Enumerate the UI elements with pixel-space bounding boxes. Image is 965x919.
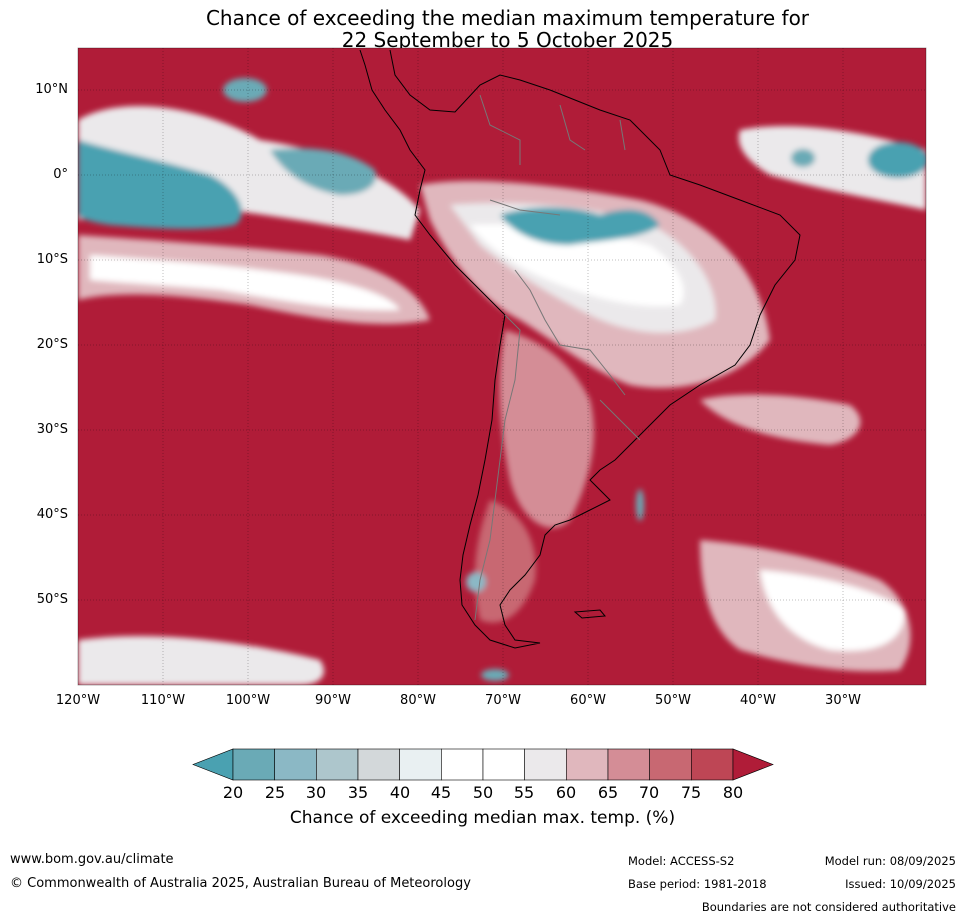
colorbar-tick-75: 75 xyxy=(680,783,702,802)
footer-model-run: Model run: 08/09/2025 xyxy=(824,854,956,868)
colorbar-segment xyxy=(482,748,525,781)
colorbar-tick-50: 50 xyxy=(472,783,494,802)
lon-label-100w: 100°W xyxy=(225,693,271,708)
colorbar-segment xyxy=(316,748,359,781)
map-cool-zone-atlantic-north xyxy=(791,149,815,167)
lat-label-10s: 10°S xyxy=(36,252,68,267)
colorbar-segment xyxy=(441,748,484,781)
colorbar-segment xyxy=(649,748,692,781)
colorbar-tick-35: 35 xyxy=(347,783,369,802)
lat-label-0: 0° xyxy=(53,167,68,182)
south-america-coastline xyxy=(359,49,801,649)
lat-label-20s: 20°S xyxy=(36,337,68,352)
map-cool-zone-amazon xyxy=(500,207,660,245)
colorbar-tick-65: 65 xyxy=(597,783,619,802)
map-neutral-zone-pacific-far-south xyxy=(78,636,324,685)
lon-label-60w: 60°W xyxy=(570,693,606,708)
colorbar-extension-low xyxy=(192,748,234,781)
colorbar-tick-20: 20 xyxy=(222,783,244,802)
colorbar-label: Chance of exceeding median max. temp. (%… xyxy=(289,808,676,828)
map-neutral-zone-andes xyxy=(499,330,594,528)
colorbar-segment xyxy=(357,748,400,781)
map-neutral-zone-patagonia xyxy=(474,500,536,623)
colorbar xyxy=(192,748,774,781)
map-cool-zone-pacific-west xyxy=(78,140,242,229)
falklands-outline xyxy=(573,609,606,619)
map-cool-zone-drake-passage xyxy=(481,669,509,681)
map-cool-zone-patagonia xyxy=(466,572,486,592)
lat-label-10n: 10°N xyxy=(35,82,68,97)
lon-label-80w: 80°W xyxy=(400,693,436,708)
footer-model: Model: ACCESS-S2 xyxy=(628,854,735,868)
lon-label-50w: 50°W xyxy=(655,693,691,708)
map-title-line2: 22 September to 5 October 2025 xyxy=(341,28,674,52)
colorbar-segment xyxy=(607,748,650,781)
footer-website-link[interactable]: www.bom.gov.au/climate xyxy=(10,852,174,867)
colorbar-segment xyxy=(524,748,567,781)
colorbar-segment xyxy=(691,748,734,781)
colorbar-segment xyxy=(232,748,275,781)
footer-base-period: Base period: 1981-2018 xyxy=(628,877,767,891)
colorbar-segment xyxy=(274,748,317,781)
colorbar-tick-60: 60 xyxy=(555,783,577,802)
footer-copyright: © Commonwealth of Australia 2025, Austra… xyxy=(10,876,471,891)
map-cool-zone-central-america xyxy=(223,78,267,102)
lon-label-120w: 120°W xyxy=(55,693,101,708)
graticule xyxy=(78,48,926,685)
colorbar-tick-40: 40 xyxy=(389,783,411,802)
map-cool-zone-falklands xyxy=(636,489,644,521)
footer-disclaimer: Boundaries are not considered authoritat… xyxy=(701,900,956,914)
map-frame xyxy=(77,47,927,686)
lon-label-110w: 110°W xyxy=(140,693,186,708)
lat-label-50s: 50°S xyxy=(36,592,68,607)
lon-label-90w: 90°W xyxy=(315,693,351,708)
colorbar-tick-30: 30 xyxy=(305,783,327,802)
footer-issued: Issued: 10/09/2025 xyxy=(845,877,956,891)
map-neutral-zone-pacific-south-core xyxy=(90,255,400,311)
map-neutral-zone-brazil-core xyxy=(470,224,684,307)
colorbar-tick-45: 45 xyxy=(430,783,452,802)
lon-label-70w: 70°W xyxy=(485,693,521,708)
colorbar-segment xyxy=(566,748,609,781)
colorbar-tick-55: 55 xyxy=(513,783,535,802)
map-title-line1: Chance of exceeding the median maximum t… xyxy=(205,6,810,30)
map-cool-zone-atlantic-northeast xyxy=(868,142,926,178)
country-borders xyxy=(474,94,641,621)
colorbar-tick-25: 25 xyxy=(264,783,286,802)
map-cool-zone-pacific-central xyxy=(270,148,376,195)
lat-label-30s: 30°S xyxy=(36,422,68,437)
colorbar-tick-80: 80 xyxy=(722,783,744,802)
lat-label-40s: 40°S xyxy=(36,507,68,522)
map-neutral-zone-atlantic-south-core xyxy=(760,570,905,651)
colorbar-extension-high xyxy=(732,748,774,781)
colorbar-tick-70: 70 xyxy=(638,783,660,802)
lon-label-30w: 30°W xyxy=(825,693,861,708)
lon-label-40w: 40°W xyxy=(740,693,776,708)
colorbar-segment xyxy=(399,748,442,781)
map-neutral-zone-atlantic-east xyxy=(700,394,861,445)
